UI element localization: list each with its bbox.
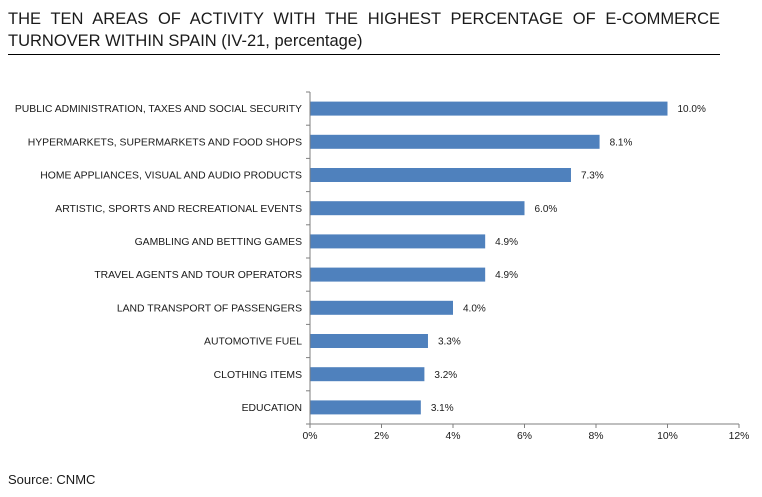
bar [310,201,525,216]
x-tick-label: 12% [729,431,750,442]
data-label: 7.3% [581,171,604,182]
data-label: 3.3% [438,337,461,348]
x-tick-label: 0% [302,431,317,442]
bar [310,334,428,348]
category-label: PUBLIC ADMINISTRATION, TAXES AND SOCIAL … [15,104,302,115]
x-tick-label: 6% [517,431,532,442]
x-tick-label: 4% [445,431,460,442]
category-label: LAND TRANSPORT OF PASSENGERS [117,303,302,314]
x-tick-label: 8% [588,431,603,442]
x-tick-label: 10% [657,431,678,442]
category-label: HOME APPLIANCES, VISUAL AND AUDIO PRODUC… [40,171,302,182]
data-label: 8.1% [610,137,633,148]
bar [310,101,668,116]
category-label: HYPERMARKETS, SUPERMARKETS AND FOOD SHOP… [28,137,302,148]
x-tick-label: 2% [374,431,389,442]
data-label: 6.0% [535,204,558,215]
category-label: AUTOMOTIVE FUEL [204,337,302,348]
category-label: TRAVEL AGENTS AND TOUR OPERATORS [94,270,302,281]
bar [310,234,486,249]
source-note: Source: CNMC [8,472,96,487]
data-label: 4.9% [495,270,518,281]
category-label: GAMBLING AND BETTING GAMES [135,237,303,248]
chart-title: THE TEN AREAS OF ACTIVITY WITH THE HIGHE… [8,10,720,50]
category-label: EDUCATION [242,403,302,414]
data-label: 10.0% [678,104,706,115]
bar [310,168,571,182]
data-label: 4.0% [463,303,486,314]
data-label: 3.1% [431,403,454,414]
data-label: 4.9% [495,237,518,248]
bar [310,267,486,282]
title-divider [8,54,720,55]
bar [310,134,600,149]
category-label: ARTISTIC, SPORTS AND RECREATIONAL EVENTS [55,204,302,215]
bar [310,367,425,382]
data-label: 3.2% [434,370,457,381]
bar [310,300,453,315]
bar [310,400,421,415]
category-label: CLOTHING ITEMS [214,370,302,381]
bar-chart: PUBLIC ADMINISTRATION, TAXES AND SOCIAL … [15,91,750,442]
